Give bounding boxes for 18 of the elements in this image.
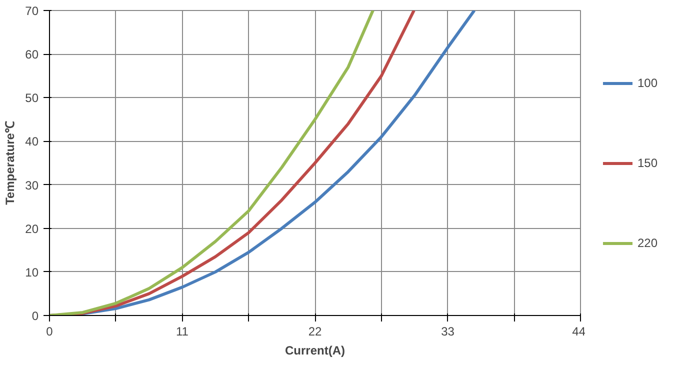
x-tick-label: 0 [46,324,54,338]
x-tick-label: 11 [176,324,189,338]
y-tick-label: 0 [32,309,39,323]
legend-label: 220 [637,236,658,250]
y-tick-label: 70 [25,4,39,18]
x-tick-label: 22 [308,324,322,338]
y-tick-label: 30 [25,178,39,192]
y-tick-label: 50 [25,91,39,106]
legend-label: 100 [637,76,658,90]
y-tick-label: 40 [25,134,39,149]
x-axis-title: Current(A) [285,344,346,358]
y-tick-label: 60 [25,48,39,62]
x-tick-label: 33 [441,324,455,338]
y-tick-label: 10 [25,265,39,280]
y-tick-label: 20 [25,222,39,236]
y-axis-title: Temperature℃ [3,121,18,205]
x-tick-label: 44 [572,324,586,338]
legend-label: 150 [637,156,658,170]
